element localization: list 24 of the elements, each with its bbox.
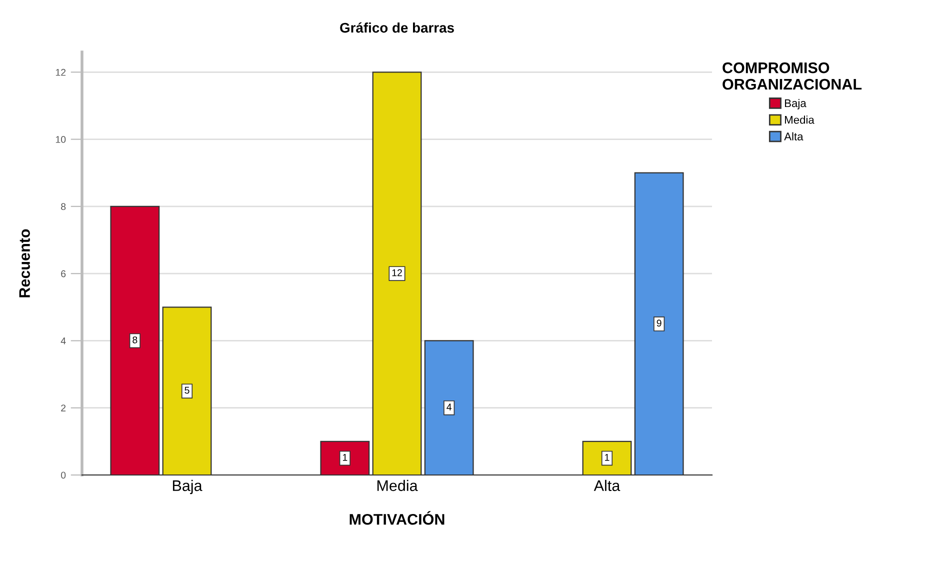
legend-label: Alta	[784, 132, 804, 140]
y-axis-title: Recuento	[19, 229, 30, 298]
data-label: 9	[656, 320, 662, 327]
y-tick-label: 12	[56, 68, 66, 76]
x-tick-label: Baja	[172, 480, 202, 494]
chart-title: Gráfico de barras	[340, 22, 454, 33]
legend-title: COMPROMISO ORGANIZACIONAL	[722, 62, 862, 90]
y-tick-label: 2	[61, 404, 66, 412]
x-tick-label: Alta	[594, 480, 620, 492]
y-tick-label: 6	[61, 270, 66, 278]
data-label: 4	[446, 404, 452, 410]
y-tick-label: 10	[56, 136, 66, 143]
data-label: 1	[342, 454, 348, 461]
data-label: 1	[605, 454, 610, 461]
x-tick-label: Media	[377, 480, 418, 492]
y-tick-label: 0	[61, 472, 66, 479]
legend-label: Media	[785, 116, 814, 124]
legend-label: Baja	[785, 98, 806, 110]
y-tick-label: 4	[60, 338, 66, 344]
x-axis-title: MOTIVACIÓN	[350, 511, 444, 525]
data-label: 5	[184, 386, 190, 394]
data-label: 8	[132, 336, 138, 344]
y-tick-label: 8	[61, 203, 66, 210]
data-label: 12	[392, 269, 402, 276]
